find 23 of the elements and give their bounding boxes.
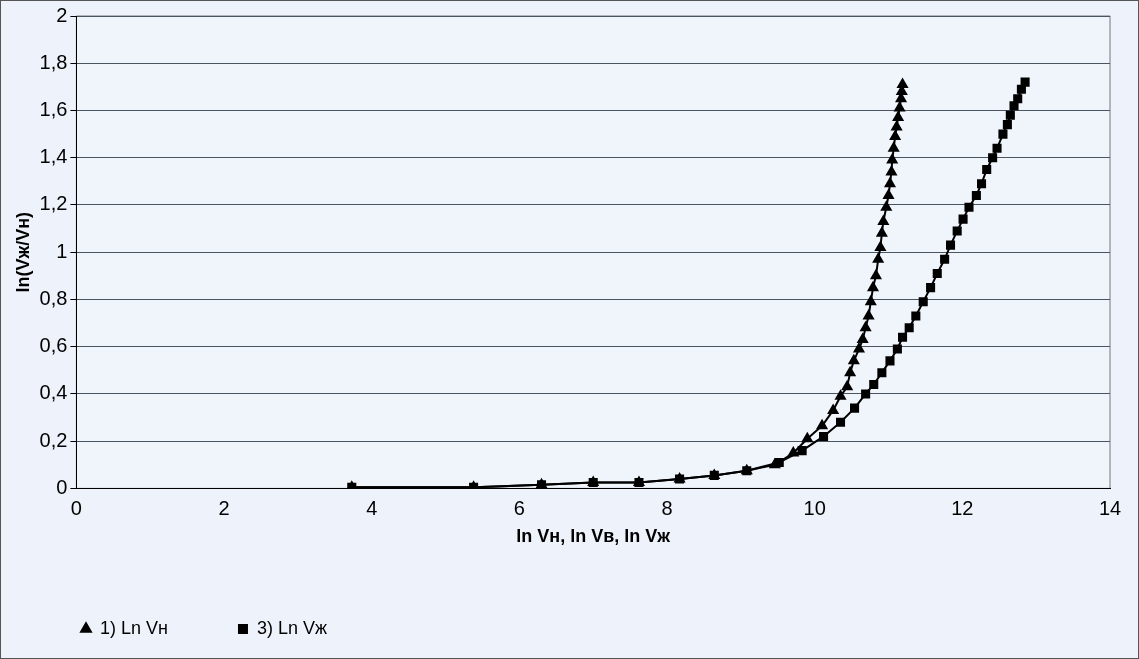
legend-label: 3) Ln Vж <box>256 617 328 638</box>
y-tick-label: 1,8 <box>39 50 68 73</box>
y-tick-label: 1,2 <box>39 192 68 215</box>
x-tick-label: 10 <box>803 496 826 519</box>
legend-label: 1) Ln Vн <box>100 617 168 638</box>
y-axis-title: ln(Vж/Vн) <box>12 211 33 293</box>
x-tick-label: 2 <box>218 496 230 519</box>
x-axis-title: ln Vн, ln Vв, ln Vж <box>516 526 671 547</box>
y-tick-label: 0,8 <box>39 286 68 309</box>
y-tick-label: 0,6 <box>39 334 68 357</box>
x-tick-label: 12 <box>951 496 974 519</box>
y-tick-label: 1,6 <box>39 98 68 120</box>
y-tick-label: 2 <box>56 3 68 26</box>
y-tick-label: 0 <box>56 475 68 498</box>
y-tick-label: 0,4 <box>39 381 68 404</box>
x-tick-label: 0 <box>70 496 82 519</box>
x-tick-label: 4 <box>366 496 378 519</box>
x-tick-label: 8 <box>661 496 673 519</box>
y-tick-label: 1 <box>56 239 68 262</box>
y-tick-label: 1,4 <box>39 145 68 168</box>
x-tick-label: 14 <box>1098 496 1122 519</box>
y-tick-label: 0,2 <box>39 428 68 451</box>
x-tick-label: 6 <box>513 496 525 519</box>
